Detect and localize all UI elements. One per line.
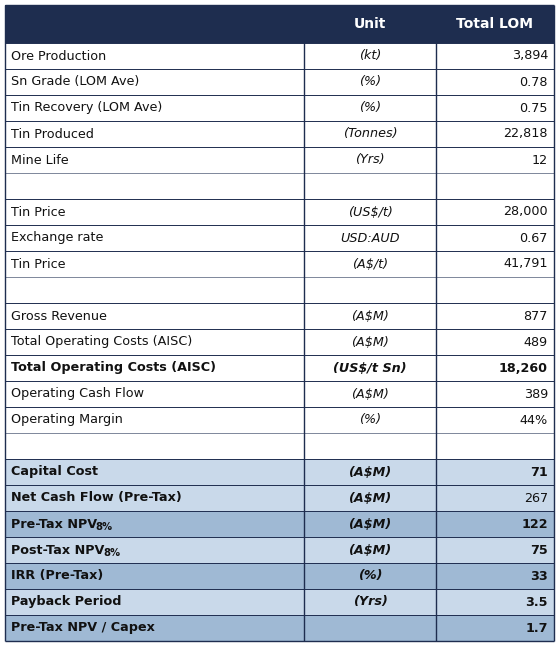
Bar [5,485,554,511]
Text: Net Cash Flow (Pre-Tax): Net Cash Flow (Pre-Tax) [11,491,182,504]
Text: Tin Produced: Tin Produced [11,127,94,140]
Text: 8%: 8% [103,548,120,557]
Text: (%): (%) [358,570,382,583]
Bar [5,147,554,173]
Text: 3.5: 3.5 [525,596,548,609]
Text: Operating Margin: Operating Margin [11,413,123,426]
Text: 22,818: 22,818 [504,127,548,140]
Bar [5,615,554,641]
Text: Pre-Tax NPV: Pre-Tax NPV [11,517,97,530]
Bar [5,121,554,147]
Text: (US$/t Sn): (US$/t Sn) [333,361,407,374]
Text: 3,894: 3,894 [511,49,548,62]
Text: Capital Cost: Capital Cost [11,465,98,478]
Text: (A$/t): (A$/t) [352,258,388,271]
Text: Tin Recovery (LOM Ave): Tin Recovery (LOM Ave) [11,101,162,114]
Bar [5,459,554,485]
Text: 389: 389 [524,387,548,400]
Text: (Yrs): (Yrs) [353,596,387,609]
Text: Total LOM: Total LOM [457,17,533,31]
Text: (%): (%) [359,101,381,114]
Text: Ore Production: Ore Production [11,49,106,62]
Bar [5,251,554,277]
Text: (A$M): (A$M) [348,465,392,478]
Text: (Yrs): (Yrs) [356,154,385,167]
Text: Pre-Tax NPV / Capex: Pre-Tax NPV / Capex [11,622,155,635]
Text: Exchange rate: Exchange rate [11,232,103,245]
Text: (A$M): (A$M) [348,543,392,556]
Text: 33: 33 [530,570,548,583]
Text: (A$M): (A$M) [348,491,392,504]
Text: 41,791: 41,791 [504,258,548,271]
Text: (kt): (kt) [359,49,381,62]
Text: Pre-Tax NPV: Pre-Tax NPV [11,517,115,530]
Bar [5,433,554,459]
Text: 0.67: 0.67 [520,232,548,245]
Text: Operating Cash Flow: Operating Cash Flow [11,387,144,400]
Text: (A$M): (A$M) [351,310,389,323]
Text: Post-Tax NPV: Post-Tax NPV [11,543,122,556]
Bar [5,537,554,563]
Text: (A$M): (A$M) [351,336,389,349]
Text: 44%: 44% [520,413,548,426]
Bar [5,69,554,95]
Text: 267: 267 [524,491,548,504]
Text: (A$M): (A$M) [351,387,389,400]
Bar [5,277,554,303]
Text: USD:AUD: USD:AUD [340,232,400,245]
Bar [5,303,554,329]
Text: 0.78: 0.78 [519,75,548,88]
Text: 122: 122 [522,517,548,530]
Bar [5,563,554,589]
Text: 1.7: 1.7 [525,622,548,635]
Text: 28,000: 28,000 [503,206,548,219]
Text: 489: 489 [524,336,548,349]
Text: Unit: Unit [354,17,386,31]
Text: Total Operating Costs (AISC): Total Operating Costs (AISC) [11,361,216,374]
Text: 8%: 8% [96,522,112,532]
Text: Tin Price: Tin Price [11,258,65,271]
Text: 71: 71 [530,465,548,478]
Text: (%): (%) [359,75,381,88]
Text: Gross Revenue: Gross Revenue [11,310,107,323]
Text: Mine Life: Mine Life [11,154,69,167]
Bar [5,511,554,537]
Text: Payback Period: Payback Period [11,596,121,609]
Text: 877: 877 [524,310,548,323]
Text: Post-Tax NPV: Post-Tax NPV [11,543,105,556]
Text: IRR (Pre-Tax): IRR (Pre-Tax) [11,570,103,583]
Bar [5,355,554,381]
Bar [5,381,554,407]
Text: (%): (%) [359,413,381,426]
Text: (A$M): (A$M) [348,517,392,530]
Bar [5,329,554,355]
Text: 0.75: 0.75 [519,101,548,114]
Bar [5,589,554,615]
Text: Total Operating Costs (AISC): Total Operating Costs (AISC) [11,336,192,349]
Bar [5,43,554,69]
Text: 12: 12 [532,154,548,167]
Bar [5,95,554,121]
Bar [5,5,554,43]
Text: Tin Price: Tin Price [11,206,65,219]
Bar [5,407,554,433]
Bar [5,225,554,251]
Text: (US$/t): (US$/t) [348,206,392,219]
Text: 75: 75 [530,543,548,556]
Bar [5,199,554,225]
Text: (Tonnes): (Tonnes) [343,127,397,140]
Text: 18,260: 18,260 [499,361,548,374]
Bar [5,173,554,199]
Text: Sn Grade (LOM Ave): Sn Grade (LOM Ave) [11,75,139,88]
